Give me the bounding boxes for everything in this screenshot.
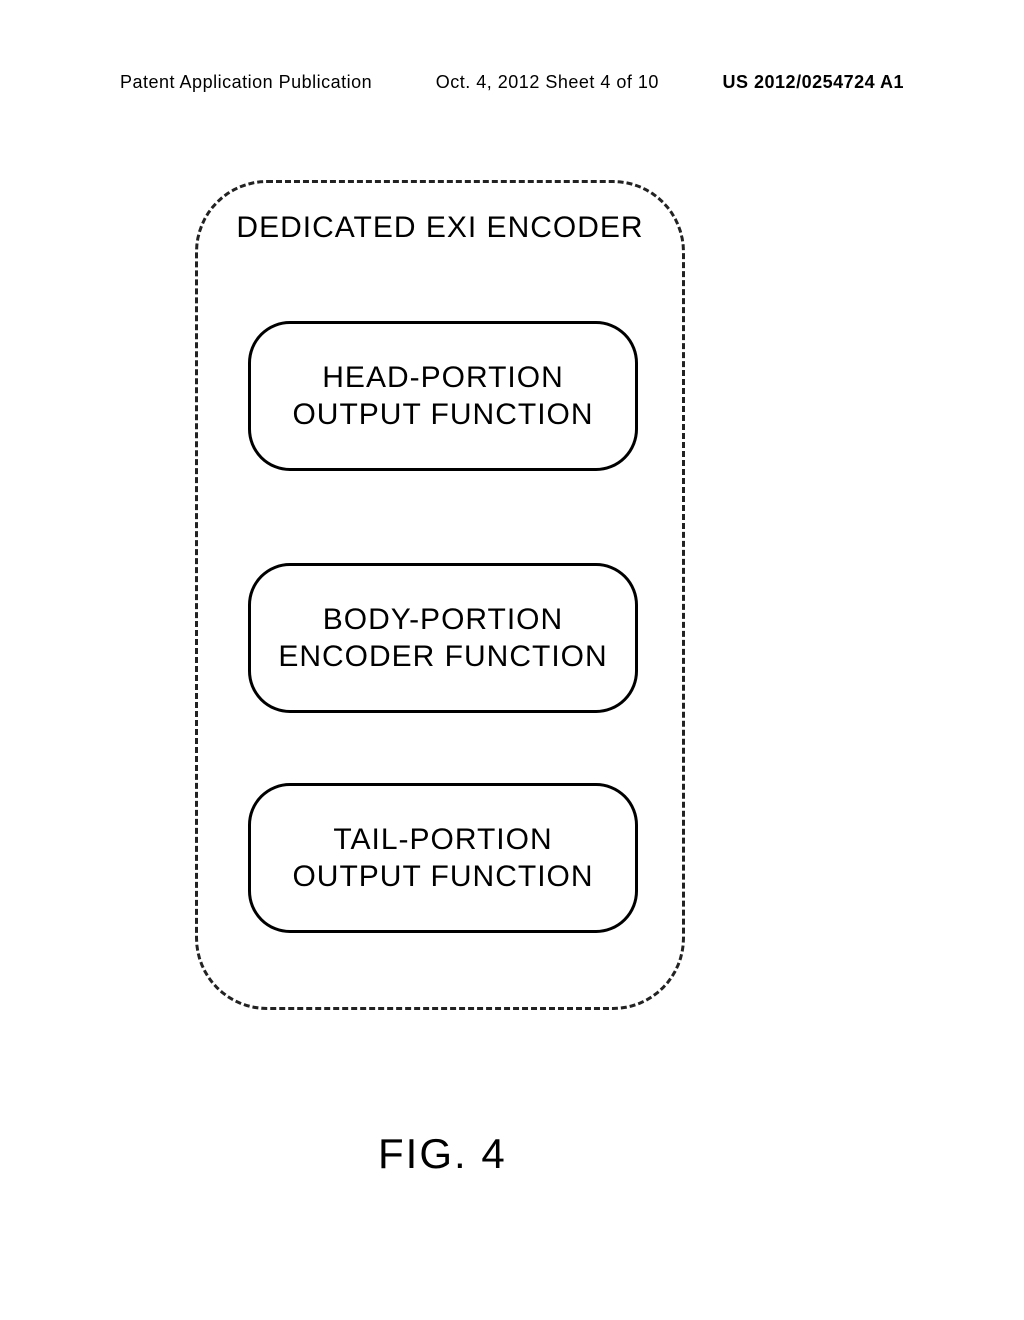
body-line2: ENCODER FUNCTION <box>278 638 607 676</box>
head-line2: OUTPUT FUNCTION <box>292 396 593 434</box>
tail-line1: TAIL-PORTION <box>333 821 552 859</box>
encoder-container: DEDICATED EXI ENCODER HEAD-PORTION OUTPU… <box>195 180 685 1010</box>
body-portion-box: BODY-PORTION ENCODER FUNCTION <box>248 563 638 713</box>
tail-line2: OUTPUT FUNCTION <box>292 858 593 896</box>
header-right-text: US 2012/0254724 A1 <box>723 72 904 93</box>
tail-portion-box: TAIL-PORTION OUTPUT FUNCTION <box>248 783 638 933</box>
page-header: Patent Application Publication Oct. 4, 2… <box>0 72 1024 93</box>
figure-label: FIG. 4 <box>378 1130 507 1178</box>
head-line1: HEAD-PORTION <box>322 359 563 397</box>
body-line1: BODY-PORTION <box>323 601 563 639</box>
head-portion-box: HEAD-PORTION OUTPUT FUNCTION <box>248 321 638 471</box>
header-left-text: Patent Application Publication <box>120 72 372 93</box>
encoder-title: DEDICATED EXI ENCODER <box>198 211 682 245</box>
header-mid-text: Oct. 4, 2012 Sheet 4 of 10 <box>436 72 659 93</box>
